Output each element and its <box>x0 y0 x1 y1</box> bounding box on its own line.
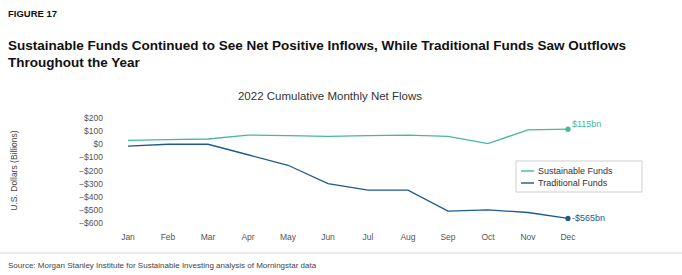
y-tick-label: −$400 <box>79 192 103 202</box>
annotation: $115bn <box>572 119 601 129</box>
legend-swatch <box>521 182 534 183</box>
x-tick-label: Mar <box>201 232 216 242</box>
y-axis-label: U.S. Dollars (Billions) <box>9 130 19 210</box>
series-line <box>128 144 568 218</box>
y-tick-label: $0 <box>94 139 104 149</box>
y-tick <box>104 118 106 119</box>
source: Source: Morgan Stanley Institute for Sus… <box>8 261 317 270</box>
y-tick <box>104 131 106 132</box>
separator <box>0 253 682 254</box>
x-tick-label: Oct <box>481 232 495 242</box>
y-tick <box>104 157 106 158</box>
y-tick-label: −$200 <box>79 166 103 176</box>
x-tick-label: Dec <box>560 232 576 242</box>
x-tick-label: Feb <box>161 232 176 242</box>
x-tick-label: Apr <box>241 232 254 242</box>
y-tick <box>104 223 106 224</box>
x-tick-label: Aug <box>400 232 415 242</box>
x-tick-label: Jan <box>121 232 135 242</box>
y-tick <box>104 196 106 197</box>
end-marker <box>565 127 570 132</box>
annotation: -$565bn <box>572 213 605 223</box>
y-tick <box>104 170 106 171</box>
end-marker <box>565 216 570 221</box>
plot-area <box>128 127 571 221</box>
y-tick <box>104 209 106 210</box>
legend-label: Traditional Funds <box>538 178 608 188</box>
y-tick-label: $200 <box>84 113 103 123</box>
legend-box <box>516 161 642 192</box>
y-tick <box>104 144 106 145</box>
subtitle: 2022 Cumulative Monthly Net Flows <box>238 90 422 102</box>
legend-label: Sustainable Funds <box>538 166 613 176</box>
y-tick-label: −$100 <box>79 152 103 162</box>
title: Sustainable Funds Continued to See Net P… <box>8 38 626 70</box>
x-tick-label: May <box>280 232 297 242</box>
y-tick <box>104 183 106 184</box>
title-line: Throughout the Year <box>8 55 141 70</box>
x-tick-label: Jul <box>363 232 374 242</box>
chart: FIGURE 17 Sustainable Funds Continued to … <box>0 0 682 275</box>
title-line: Sustainable Funds Continued to See Net P… <box>8 38 626 53</box>
legend-swatch <box>521 170 534 171</box>
x-tick-label: Jun <box>321 232 335 242</box>
series-line <box>128 129 568 143</box>
x-tick-label: Sep <box>440 232 455 242</box>
y-tick-label: −$600 <box>79 218 103 228</box>
y-tick-label: $100 <box>84 126 103 136</box>
y-tick-label: −$500 <box>79 205 103 215</box>
figure-label: FIGURE 17 <box>8 8 57 19</box>
y-tick-label: −$300 <box>79 179 103 189</box>
x-tick-label: Nov <box>520 232 536 242</box>
